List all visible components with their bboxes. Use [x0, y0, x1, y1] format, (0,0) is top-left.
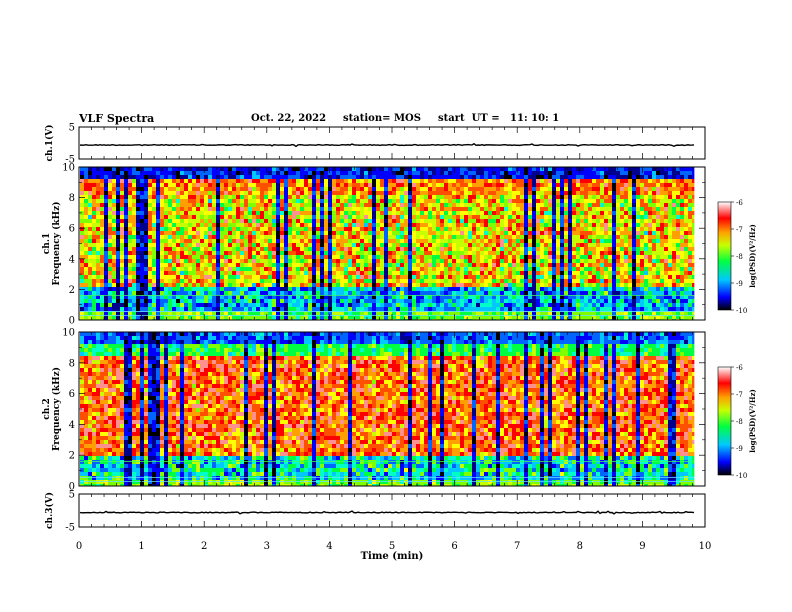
y-axis-label: Frequency (kHz): [51, 367, 62, 451]
ch1-spectrogram-cells: [80, 167, 695, 320]
y-axis-label: ch.1: [42, 233, 52, 254]
y-tick-label: 6: [69, 389, 75, 400]
ch3-waveform-trace: [79, 510, 695, 515]
x-tick-label: 4: [326, 541, 332, 552]
y-tick-label: 0: [69, 316, 75, 327]
colorbar-label: log(PSD)(V²/Hz): [748, 224, 757, 288]
y-tick-label: 0: [69, 482, 75, 493]
x-tick-label: 5: [389, 541, 395, 552]
y-tick-label: 5: [69, 123, 75, 134]
y-tick-label: 10: [62, 163, 75, 174]
colorbar-tick-label: -9: [736, 445, 743, 453]
station-label: station= MOS: [343, 113, 421, 124]
ch2-spectrogram-cells: [80, 332, 695, 486]
y-tick-label: 2: [69, 285, 75, 296]
colorbar-tick-label: -10: [736, 307, 747, 315]
y-tick-label: -5: [65, 523, 75, 534]
x-axis-label: Time (min): [361, 551, 424, 562]
colorbar-tick-label: -8: [736, 253, 743, 261]
x-tick-label: 10: [699, 541, 712, 552]
ch1-waveform-trace: [79, 142, 695, 148]
colorbar-tick-label: -6: [736, 364, 743, 372]
y-axis-label: ch.2: [42, 398, 52, 419]
x-tick-label: 6: [451, 541, 457, 552]
y-tick-label: 10: [62, 328, 75, 339]
y-tick-label: 6: [69, 224, 75, 235]
y-axis-label: ch.1(V): [44, 125, 55, 162]
x-tick-label: 0: [76, 541, 82, 552]
colorbar: [717, 366, 732, 476]
x-tick-label: 8: [577, 541, 583, 552]
y-tick-label: 8: [69, 193, 75, 204]
colorbar-tick-label: -6: [736, 199, 743, 207]
colorbar-tick-label: -10: [736, 472, 747, 480]
y-tick-label: 4: [69, 254, 75, 265]
start-time-label: start UT = 11: 10: 1: [438, 113, 560, 124]
colorbar-tick-label: -7: [736, 226, 743, 234]
y-tick-label: 4: [69, 420, 75, 431]
x-tick-label: 7: [514, 541, 520, 552]
y-tick-label: 2: [69, 451, 75, 462]
colorbar-tick-label: -8: [736, 418, 743, 426]
colorbar: [717, 201, 732, 311]
date-label: Oct. 22, 2022: [251, 113, 327, 124]
x-tick-label: 1: [138, 541, 144, 552]
x-tick-label: 9: [639, 541, 645, 552]
colorbar-label: log(PSD)(V²/Hz): [748, 389, 757, 453]
x-tick-label: 3: [264, 541, 270, 552]
x-tick-label: 2: [201, 541, 207, 552]
colorbar-tick-label: -9: [736, 280, 743, 288]
y-tick-label: -5: [65, 155, 75, 166]
y-axis-label: Frequency (kHz): [51, 201, 62, 285]
y-axis-label: ch.3(V): [44, 492, 55, 529]
y-tick-label: 8: [69, 358, 75, 369]
y-tick-label: 5: [69, 490, 75, 501]
colorbar-tick-label: -7: [736, 391, 743, 399]
figure-title: VLF Spectra: [79, 112, 155, 125]
